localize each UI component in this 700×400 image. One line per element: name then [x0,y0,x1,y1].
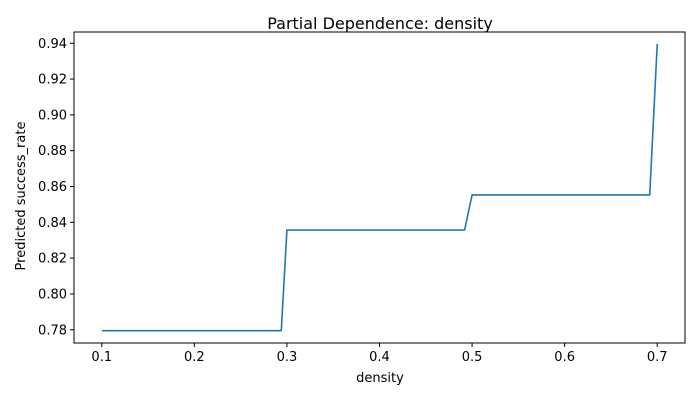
y-tick-label: 0.84 [38,216,67,231]
y-tick-label: 0.94 [38,37,67,52]
series-line [101,43,659,332]
x-axis-label: density [356,371,404,386]
x-tick-label: 0.1 [91,350,112,365]
y-tick-label: 0.92 [38,73,67,88]
x-tick-label: 0.6 [554,350,575,365]
series-layer [101,43,659,332]
y-tick-label: 0.78 [38,323,67,338]
chart-title: Partial Dependence: density [267,14,493,33]
y-tick-label: 0.80 [38,287,67,302]
plot-area-frame [73,31,686,344]
y-tick-label: 0.86 [38,180,67,195]
x-tick-label: 0.5 [462,350,483,365]
x-tick-label: 0.7 [647,350,668,365]
x-tick-label: 0.3 [277,350,298,365]
y-axis-ticks: 0.78 0.80 0.82 0.84 0.86 0.88 0.90 0.92 0.94 [38,37,74,338]
y-axis-label: Predicted success_rate [14,122,29,271]
x-tick-label: 0.4 [369,350,390,365]
y-tick-label: 0.82 [38,252,67,267]
y-tick-label: 0.90 [38,108,67,123]
y-tick-label: 0.88 [38,144,67,159]
x-axis-ticks: 0.1 0.2 0.3 0.4 0.5 0.6 0.7 [91,343,668,365]
x-tick-label: 0.2 [184,350,205,365]
